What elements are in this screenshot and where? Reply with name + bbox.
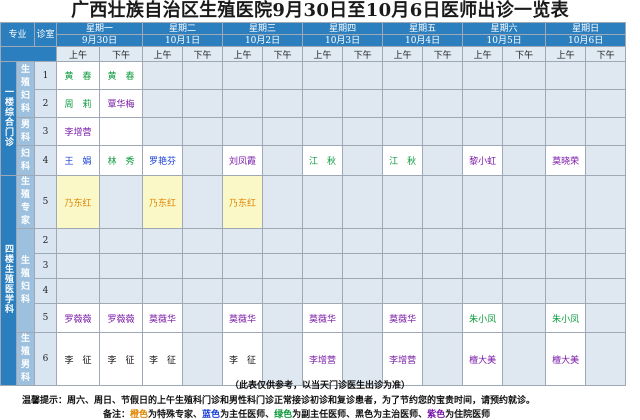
doctor-cell: 朱小凤 (545, 303, 587, 333)
am-header: 上午 (222, 46, 264, 62)
legend-text: 为副主任医师、 (292, 410, 356, 420)
sub-label-reproductive-gyn: 生殖妇科 (15, 61, 36, 118)
doctor-cell: 李 征 (222, 332, 264, 386)
doctor-cell: 黄 春 (99, 61, 144, 90)
doctor-cell: 李增营 (382, 332, 424, 386)
day-header: 星期六 (462, 22, 547, 35)
am-header: 上午 (302, 46, 344, 62)
pm-header: 下午 (342, 46, 384, 62)
doctor-cell: 周 莉 (56, 89, 101, 118)
pm-header: 下午 (422, 46, 464, 62)
room-header: 诊室 (34, 22, 58, 47)
doctor-cell: 莫薇华 (222, 303, 264, 333)
room-number: 2 (34, 228, 58, 254)
room-number: 5 (34, 303, 58, 333)
doctor-cell: 王 娟 (56, 145, 101, 176)
legend-color-green: 绿色 (274, 410, 293, 420)
doctor-cell: 罗艳芬 (142, 145, 184, 176)
legend-color-black: 黑色 (355, 410, 374, 420)
sub-label-reproductive-gyn-4f: 生殖妇科 (15, 228, 36, 333)
am-header: 上午 (545, 46, 587, 62)
am-header: 上午 (382, 46, 424, 62)
day-header: 星期五 (382, 22, 464, 35)
doctor-cell: 黎小虹 (462, 145, 504, 176)
doctor-cell: 乃东红 (142, 175, 184, 229)
doctor-cell: 莫薇华 (382, 303, 424, 333)
doctor-cell: 江 秋 (382, 145, 424, 176)
schedule-table: 专业 诊室 星期一 星期二 星期三 星期四 星期五 星期六 星期日 9月30日 … (0, 22, 627, 386)
doctor-cell: 李 征 (56, 332, 101, 386)
date-header: 10月1日 (142, 34, 224, 47)
room-number: 4 (34, 278, 58, 304)
date-header: 10月2日 (222, 34, 304, 47)
doctor-cell: 莫薇华 (302, 303, 344, 333)
legend-text: 为主任医师、 (220, 410, 275, 420)
doctor-cell: 江 秋 (302, 145, 344, 176)
date-header: 10月4日 (382, 34, 464, 47)
room-number: 2 (34, 89, 58, 118)
doctor-cell: 覃华梅 (99, 89, 144, 118)
doctor-cell: 罗薇薇 (56, 303, 101, 333)
legend-text: 为特殊专家、 (148, 410, 203, 420)
room-number: 6 (34, 332, 58, 386)
doctor-cell: 李 征 (99, 332, 144, 386)
legend-text: 为主治医师、 (373, 410, 428, 420)
legend-color-purple: 紫色 (427, 410, 446, 420)
am-header: 上午 (56, 46, 101, 62)
doctor-cell: 刘凤霞 (222, 145, 264, 176)
group-label-1f: 一楼综合门诊 (0, 61, 17, 176)
doctor-cell: 檀大美 (462, 332, 504, 386)
room-number: 5 (34, 175, 58, 229)
sub-label-gynecology: 妇科 (15, 145, 36, 176)
am-header: 上午 (462, 46, 504, 62)
pm-header: 下午 (99, 46, 144, 62)
page-title: 广西壮族自治区生殖医院9月30日至10月6日医师出诊一览表 (71, 0, 569, 21)
day-header: 星期一 (56, 22, 144, 35)
doctor-cell: 罗薇薇 (99, 303, 144, 333)
sub-label-reproductive-expert: 生殖专家 (15, 175, 36, 229)
room-number: 3 (34, 117, 58, 146)
doctor-cell: 乃东红 (56, 175, 101, 229)
doctor-cell: 李增营 (56, 117, 101, 146)
day-header: 星期三 (222, 22, 304, 35)
legend-text: 为住院医师 (445, 410, 491, 420)
reminder-note: 温馨提示：周六、周日、节假日的上午生殖科门诊和男性科门诊正常接诊初诊和复诊患者，… (22, 396, 536, 406)
pm-header: 下午 (585, 46, 627, 62)
legend-prefix: 备注： (103, 410, 131, 420)
room-number: 1 (34, 61, 58, 90)
doctor-cell: 莫薇华 (142, 303, 184, 333)
doctor-cell: 朱小凤 (462, 303, 504, 333)
day-header: 星期日 (545, 22, 627, 35)
doctor-cell: 林 秀 (99, 145, 144, 176)
legend-color-orange: 橙色 (130, 410, 149, 420)
date-header: 10月6日 (545, 34, 627, 47)
specialty-header: 专业 (0, 22, 36, 47)
group-label-4f: 四楼生殖医学科 (0, 175, 17, 386)
date-header: 9月30日 (56, 34, 144, 47)
room-number: 4 (34, 145, 58, 176)
doctor-cell: 莫晓荣 (545, 145, 587, 176)
doctor-cell: 李 征 (142, 332, 184, 386)
sub-label-reproductive-andrology: 生殖男科 (15, 332, 36, 386)
sub-label-andrology: 男科 (15, 117, 36, 146)
pm-header: 下午 (262, 46, 304, 62)
header-spacer (0, 46, 58, 62)
doctor-cell: 李增营 (302, 332, 344, 386)
date-header: 10月5日 (462, 34, 547, 47)
doctor-cell: 黄 春 (56, 61, 101, 90)
legend-color-blue: 蓝色 (202, 410, 221, 420)
am-header: 上午 (142, 46, 184, 62)
pm-header: 下午 (502, 46, 547, 62)
day-header: 星期四 (302, 22, 384, 35)
reference-note: （此表仅供参考，以当天门诊医生出诊为准） (229, 381, 410, 391)
day-header: 星期二 (142, 22, 224, 35)
color-legend: 备注：橙色为特殊专家、蓝色为主任医师、绿色为副主任医师、黑色为主治医师、紫色为住… (103, 407, 490, 420)
doctor-cell: 乃东红 (222, 175, 264, 229)
date-header: 10月3日 (302, 34, 384, 47)
room-number: 3 (34, 253, 58, 279)
pm-header: 下午 (182, 46, 224, 62)
